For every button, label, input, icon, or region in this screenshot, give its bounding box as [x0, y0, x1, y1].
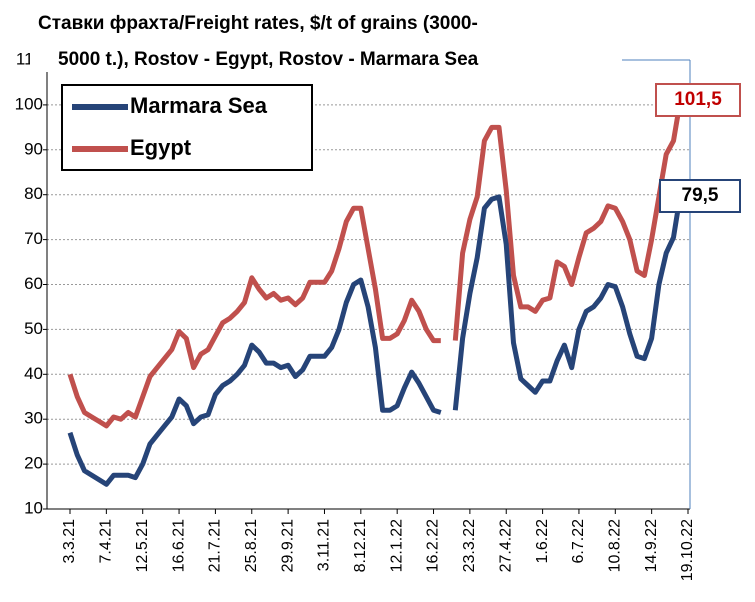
y-tick-label: 20 [24, 454, 43, 473]
chart-title: 5000 t.), Rostov - Egypt, Rostov - Marma… [58, 49, 479, 70]
value-label-box [655, 83, 741, 117]
x-tick-label: 16.6.21 [170, 519, 187, 572]
y-tick-label: 30 [24, 409, 43, 428]
legend-label: Marmara Sea [130, 93, 268, 118]
y-tick-label: 100 [15, 94, 43, 113]
x-tick-label: 7.4.21 [98, 519, 115, 564]
series-line [67, 95, 688, 429]
x-tick-label: 3.3.21 [61, 519, 78, 564]
x-tick-label: 19.10.22 [679, 519, 696, 581]
y-tick-label: 50 [24, 319, 43, 338]
x-tick-label: 8.12.21 [352, 519, 369, 572]
x-tick-label: 3.11.21 [316, 519, 333, 571]
y-tick-label: 10 [24, 498, 43, 517]
x-tick-label: 16.2.22 [425, 519, 442, 572]
x-tick-label: 12.5.21 [134, 519, 151, 572]
value-label: 79,5 [682, 185, 719, 206]
x-tick-label: 21.7.21 [207, 519, 224, 572]
y-tick-label: 70 [24, 229, 43, 248]
x-tick-label: 25.8.21 [243, 519, 260, 572]
x-tick-label: 12.1.22 [388, 519, 405, 572]
value-label: 101,5 [674, 89, 722, 110]
x-tick-label: 27.4.22 [497, 519, 514, 572]
value-label-box [659, 179, 741, 213]
x-tick-label: 29.9.21 [279, 519, 296, 572]
series-line [67, 190, 690, 487]
x-tick-label: 6.7.22 [570, 519, 587, 564]
legend-box [61, 84, 313, 171]
x-tick-label: 23.3.22 [461, 519, 478, 572]
chart-title: Ставки фрахта/Freight rates, $/t of grai… [38, 13, 478, 34]
title-box [30, 6, 622, 72]
y-tick-label: 80 [24, 184, 43, 203]
x-tick-label: 14.9.22 [643, 519, 660, 572]
y-tick-label: 60 [24, 274, 43, 293]
y-tick-label: 90 [24, 139, 43, 158]
x-tick-label: 1.6.22 [534, 519, 551, 564]
legend-label: Egypt [130, 135, 192, 160]
x-tick-label: 10.8.22 [607, 519, 624, 572]
y-tick-label: 40 [24, 364, 43, 383]
